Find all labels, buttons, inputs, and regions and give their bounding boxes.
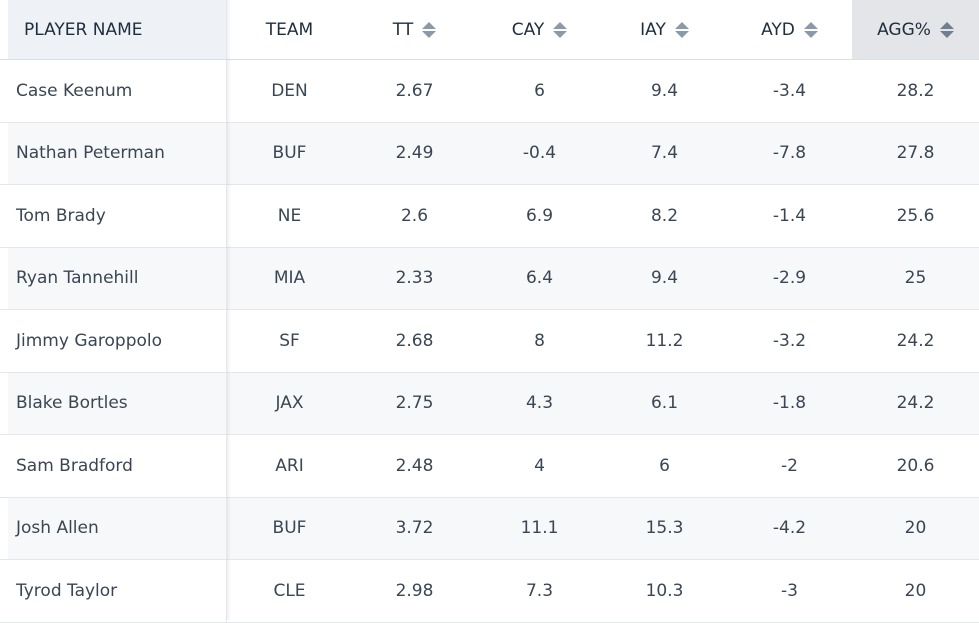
column-header-label: PLAYER NAME bbox=[24, 19, 143, 40]
tt-cell: 2.6 bbox=[400, 205, 429, 226]
ayd-cell: -3 bbox=[781, 580, 798, 601]
column-header-label: TT bbox=[392, 19, 414, 40]
column-header-team[interactable]: TEAM bbox=[227, 0, 352, 59]
team-cell: BUF bbox=[227, 497, 352, 559]
sort-icon[interactable] bbox=[553, 21, 568, 38]
agg-cell: 24.2 bbox=[896, 330, 935, 351]
player-name-cell[interactable]: Nathan Peterman bbox=[8, 122, 227, 184]
table-row[interactable]: Nathan Peterman BUF 2.49 -0.4 7.4 -7.8 2… bbox=[0, 122, 979, 185]
agg-cell: 25 bbox=[852, 247, 979, 309]
cay-cell: 6 bbox=[534, 80, 545, 101]
agg-cell: 20 bbox=[852, 497, 979, 559]
table-row[interactable]: Sam Bradford ARI 2.48 4 6 -2 20.6 bbox=[0, 435, 979, 498]
ayd-cell: -1.4 bbox=[772, 205, 807, 226]
sort-icon[interactable] bbox=[674, 21, 689, 38]
player-name-cell[interactable]: Jimmy Garoppolo bbox=[8, 310, 227, 372]
table-row[interactable]: Blake Bortles JAX 2.75 4.3 6.1 -1.8 24.2 bbox=[0, 372, 979, 435]
player-name-cell[interactable]: Josh Allen bbox=[8, 497, 227, 559]
tt-cell: 2.68 bbox=[395, 330, 434, 351]
table-body: Case Keenum DEN 2.67 6 9.4 -3.4 28.2 Nat… bbox=[0, 60, 979, 623]
ayd-cell: -1.8 bbox=[727, 372, 852, 434]
player-name-cell[interactable]: Sam Bradford bbox=[8, 435, 227, 497]
column-header-label: AGG% bbox=[877, 19, 931, 40]
team-cell: NE bbox=[277, 205, 302, 226]
column-header-label: IAY bbox=[640, 19, 666, 40]
column-header-label: CAY bbox=[511, 19, 545, 40]
table-row[interactable]: Case Keenum DEN 2.67 6 9.4 -3.4 28.2 bbox=[0, 60, 979, 123]
cay-cell: 7.3 bbox=[525, 580, 554, 601]
column-header-ayd[interactable]: AYD bbox=[727, 0, 852, 59]
cay-cell: 11.1 bbox=[477, 497, 602, 559]
ayd-cell: -4.2 bbox=[727, 497, 852, 559]
sort-icon[interactable] bbox=[803, 21, 818, 38]
table-row[interactable]: Josh Allen BUF 3.72 11.1 15.3 -4.2 20 bbox=[0, 497, 979, 560]
agg-cell: 20.6 bbox=[896, 455, 935, 476]
team-cell: DEN bbox=[271, 80, 308, 101]
column-header-agg[interactable]: AGG% bbox=[852, 0, 979, 59]
iay-cell: 11.2 bbox=[645, 330, 684, 351]
cay-cell: 4 bbox=[534, 455, 545, 476]
column-header-player-name[interactable]: PLAYER NAME bbox=[8, 0, 227, 59]
agg-cell: 24.2 bbox=[852, 372, 979, 434]
team-cell: BUF bbox=[227, 122, 352, 184]
table-row[interactable]: Jimmy Garoppolo SF 2.68 8 11.2 -3.2 24.2 bbox=[0, 310, 979, 373]
player-name-cell[interactable]: Tom Brady bbox=[8, 185, 227, 247]
team-cell: MIA bbox=[227, 247, 352, 309]
iay-cell: 9.4 bbox=[602, 247, 727, 309]
column-header-tt[interactable]: TT bbox=[352, 0, 477, 59]
agg-cell: 27.8 bbox=[852, 122, 979, 184]
ayd-cell: -2.9 bbox=[727, 247, 852, 309]
team-cell: ARI bbox=[275, 455, 304, 476]
agg-cell: 28.2 bbox=[896, 80, 935, 101]
ayd-cell: -3.4 bbox=[772, 80, 807, 101]
iay-cell: 6 bbox=[659, 455, 670, 476]
cay-cell: 4.3 bbox=[477, 372, 602, 434]
table-row[interactable]: Ryan Tannehill MIA 2.33 6.4 9.4 -2.9 25 bbox=[0, 247, 979, 310]
tt-cell: 3.72 bbox=[352, 497, 477, 559]
table-header: PLAYER NAME TEAM TT CAY IAY AYD AGG% bbox=[0, 0, 979, 60]
iay-cell: 7.4 bbox=[602, 122, 727, 184]
team-cell: CLE bbox=[273, 580, 306, 601]
cay-cell: 6.4 bbox=[477, 247, 602, 309]
team-cell: JAX bbox=[227, 372, 352, 434]
tt-cell: 2.48 bbox=[395, 455, 434, 476]
cay-cell: 8 bbox=[534, 330, 545, 351]
tt-cell: 2.49 bbox=[352, 122, 477, 184]
iay-cell: 8.2 bbox=[650, 205, 679, 226]
iay-cell: 15.3 bbox=[602, 497, 727, 559]
ayd-cell: -7.8 bbox=[727, 122, 852, 184]
column-header-cay[interactable]: CAY bbox=[477, 0, 602, 59]
team-cell: SF bbox=[279, 330, 300, 351]
tt-cell: 2.75 bbox=[352, 372, 477, 434]
column-header-label: AYD bbox=[761, 19, 795, 40]
tt-cell: 2.98 bbox=[395, 580, 434, 601]
cay-cell: 6.9 bbox=[525, 205, 554, 226]
iay-cell: 6.1 bbox=[602, 372, 727, 434]
player-name-cell[interactable]: Case Keenum bbox=[8, 60, 227, 122]
cay-cell: -0.4 bbox=[477, 122, 602, 184]
iay-cell: 10.3 bbox=[645, 580, 684, 601]
iay-cell: 9.4 bbox=[650, 80, 679, 101]
sort-icon[interactable] bbox=[422, 21, 437, 38]
ayd-cell: -3.2 bbox=[772, 330, 807, 351]
agg-cell: 25.6 bbox=[896, 205, 935, 226]
table-row[interactable]: Tom Brady NE 2.6 6.9 8.2 -1.4 25.6 bbox=[0, 185, 979, 248]
ayd-cell: -2 bbox=[781, 455, 798, 476]
player-name-cell[interactable]: Tyrod Taylor bbox=[8, 560, 227, 622]
player-name-cell[interactable]: Blake Bortles bbox=[8, 372, 227, 434]
frozen-column-shadow bbox=[227, 0, 231, 620]
tt-cell: 2.33 bbox=[352, 247, 477, 309]
sort-icon[interactable] bbox=[939, 21, 954, 38]
agg-cell: 20 bbox=[904, 580, 927, 601]
player-name-cell[interactable]: Ryan Tannehill bbox=[8, 247, 227, 309]
table-row[interactable]: Tyrod Taylor CLE 2.98 7.3 10.3 -3 20 bbox=[0, 560, 979, 623]
column-header-iay[interactable]: IAY bbox=[602, 0, 727, 59]
column-header-label: TEAM bbox=[265, 19, 314, 40]
tt-cell: 2.67 bbox=[395, 80, 434, 101]
